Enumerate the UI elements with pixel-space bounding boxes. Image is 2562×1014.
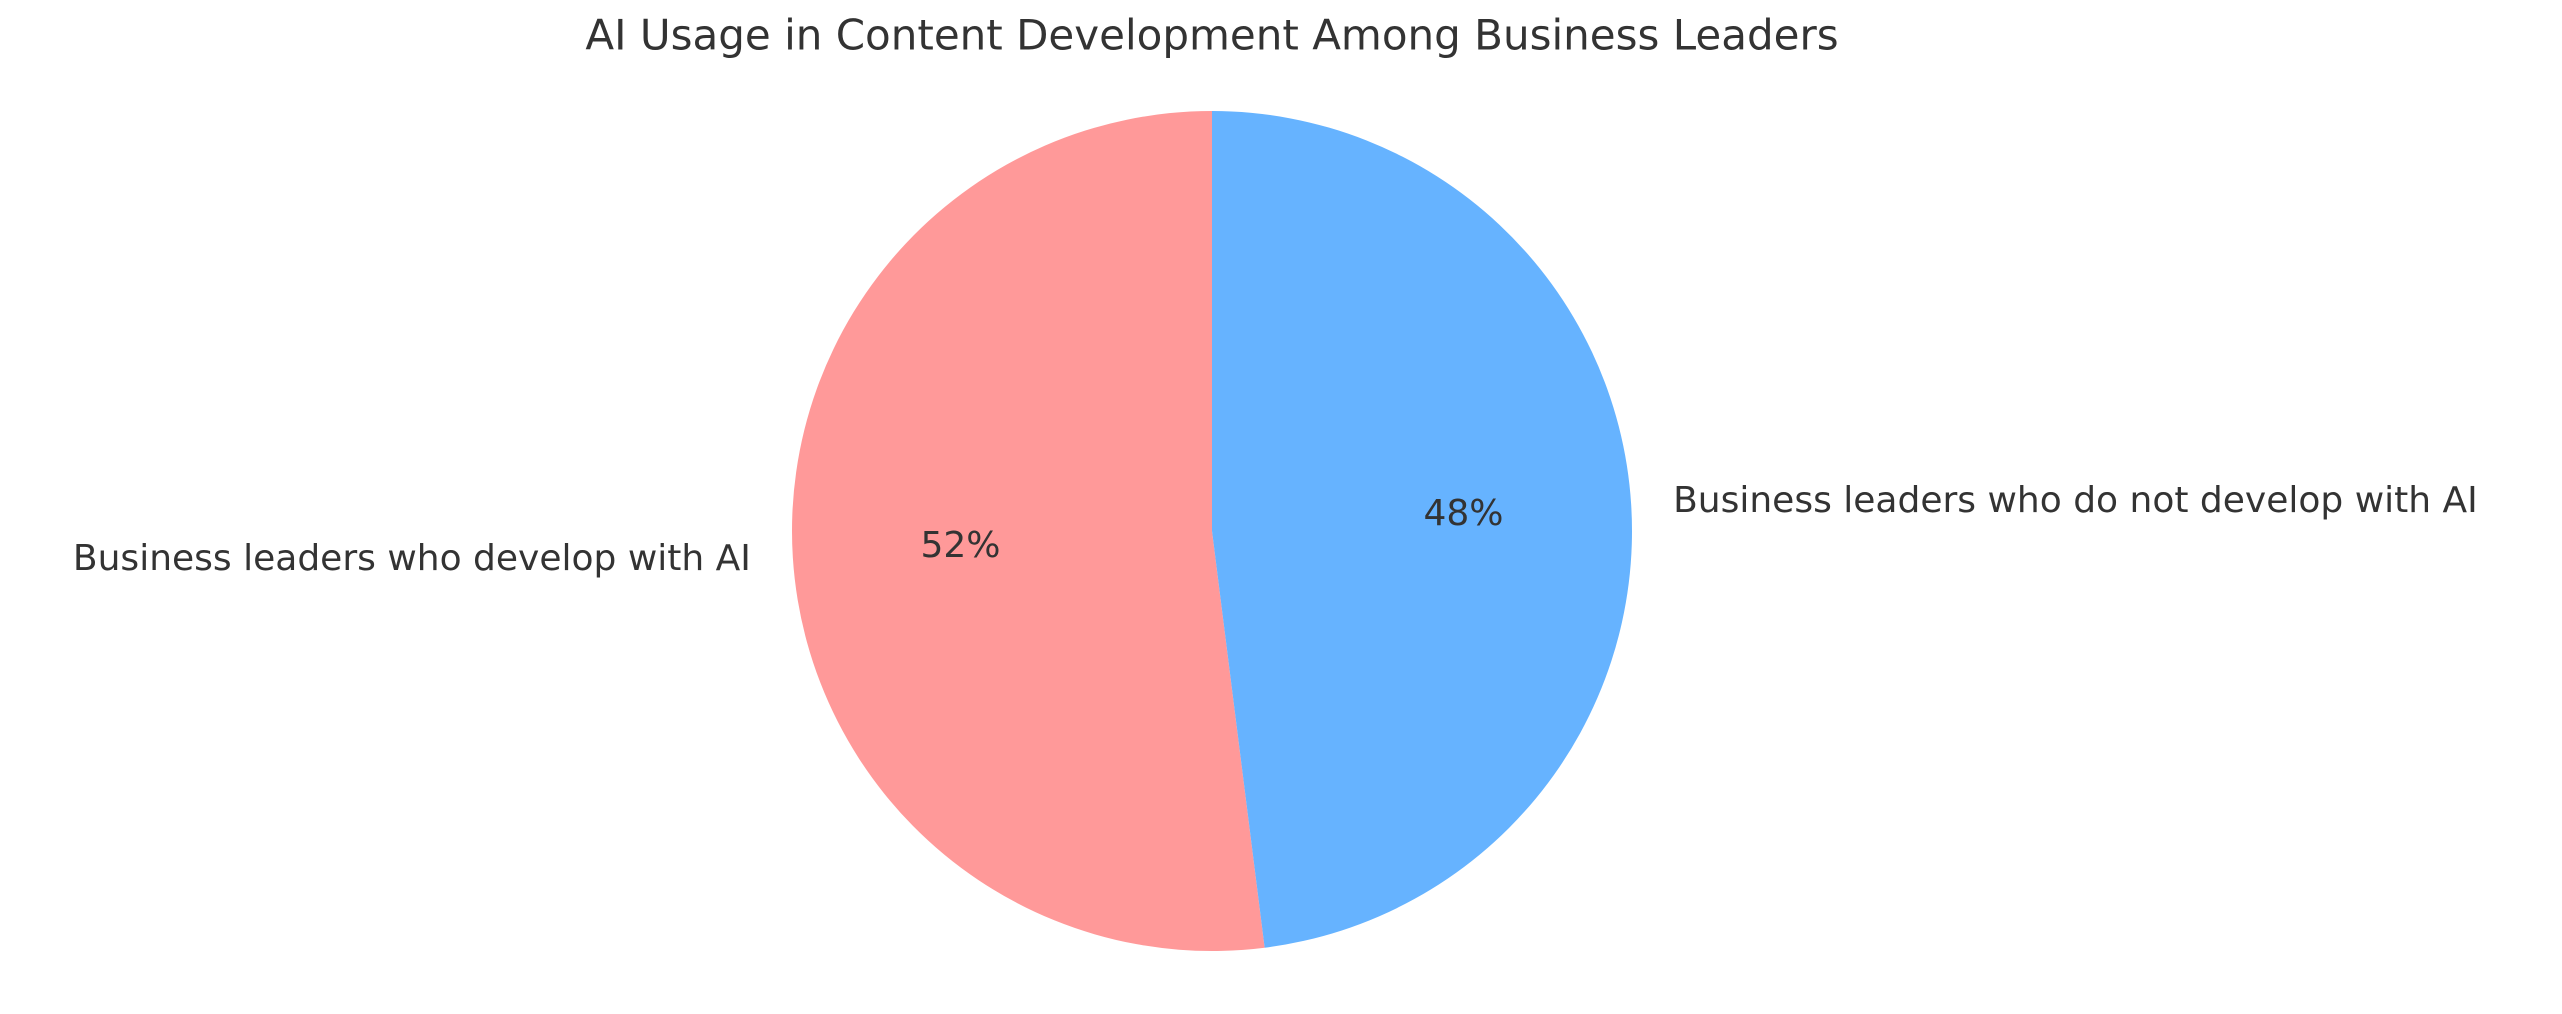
value-label: 48% (1423, 493, 1503, 534)
slice-label: Business leaders who do not develop with… (1673, 480, 2478, 521)
chart-title: AI Usage in Content Development Among Bu… (585, 11, 1838, 60)
pie-slice (1212, 111, 1633, 948)
value-label: 52% (920, 525, 1000, 566)
pie-slice (792, 111, 1265, 951)
slice-label: Business leaders who develop with AI (73, 538, 751, 579)
